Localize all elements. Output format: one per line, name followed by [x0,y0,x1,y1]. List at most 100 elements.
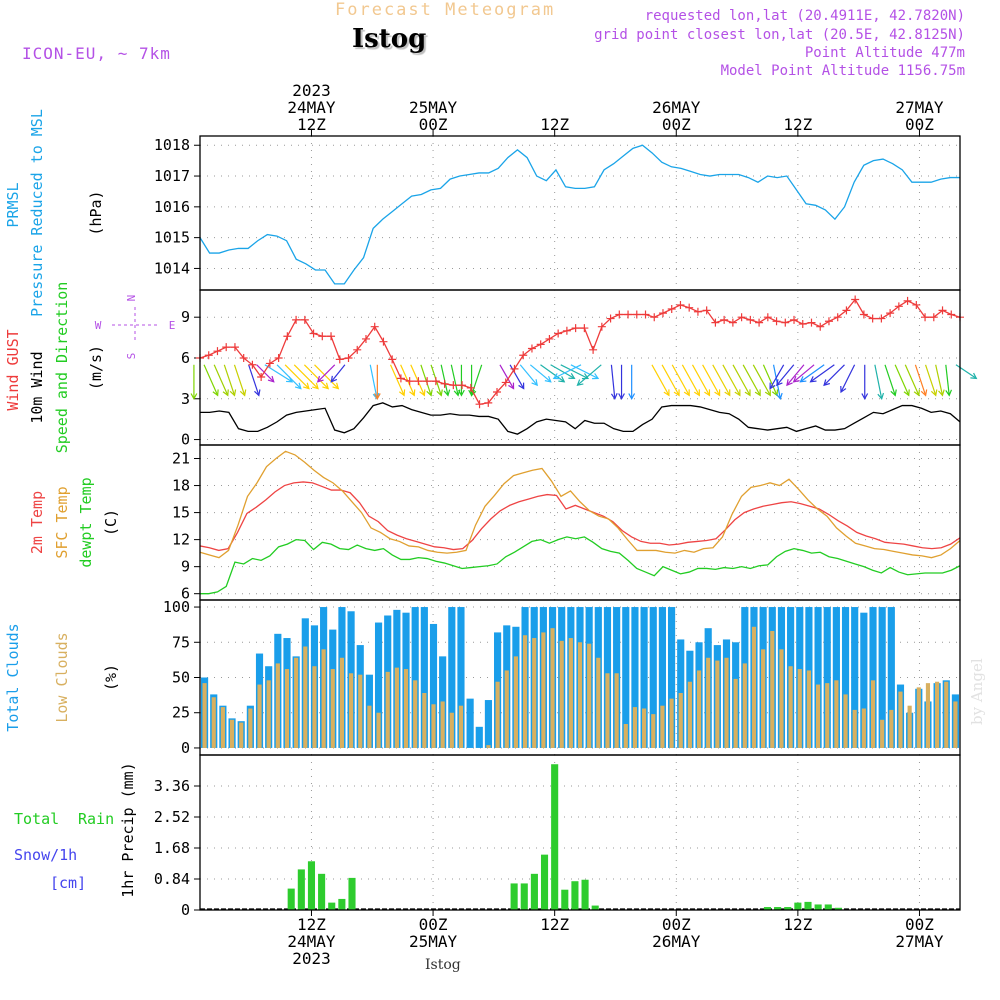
low-cloud-bar [642,708,647,748]
wind-arrow-head [877,392,885,401]
wind-direction-arrow [776,364,795,386]
wind-direction-arrow [840,364,856,393]
wind-arrow-head [239,389,247,397]
wind-arrow-head [913,389,920,397]
precip-axis-label: 1hr Precip (mm) [119,762,137,897]
wind-direction-arrow [303,364,329,390]
gust-marker [624,310,633,319]
wind-direction-arrow [450,364,459,396]
wind-direction-arrow [752,364,771,396]
gust-marker [807,318,816,327]
gust-marker [536,340,545,349]
wind-arrow-head [222,389,229,397]
wind-y-tick-label: 3 [181,390,190,408]
wind-arrow-head [945,389,953,397]
top-time-label: 00Z [905,115,934,134]
wind-direction-arrow [691,364,711,396]
low-cloud-bar [678,693,683,748]
gust-marker [746,315,755,324]
wind-direction-arrow [233,364,246,396]
bottom-time-label: 25MAY [409,932,458,951]
wind-arrow-head [419,389,426,397]
wind-arrow-head [332,382,340,390]
wind-direction-arrow [702,364,721,396]
wind-direction-arrow [722,364,741,396]
temperature-dewpt-temp-line [200,536,961,595]
low-cloud-bar [925,683,931,748]
gust-marker [257,373,266,382]
gust-marker [597,322,606,331]
gust-marker [239,353,248,362]
wind-arrow-head [938,389,945,397]
wind-direction-arrow [894,364,910,396]
gust-marker [658,309,667,318]
gust-marker [414,377,423,386]
low-cloud-bar [788,666,793,748]
precip-bar [794,902,802,910]
gust-marker [484,398,493,407]
low-cloud-bar [568,638,573,748]
gust-marker [431,377,440,386]
wind-arrow-head [714,389,721,397]
wind-10m-wind-line [200,402,961,435]
wind-arrow-head [576,379,584,386]
gust-marker [370,322,379,331]
low-cloud-bar [761,649,766,748]
low-cloud-bar [349,673,354,748]
low-cloud-bar [266,680,271,748]
total-cloud-bar [484,700,493,748]
wind-direction-arrow [800,364,825,383]
wind-direction-arrow [264,364,293,383]
top-time-label: 27MAY [895,98,944,117]
gust-marker [755,318,764,327]
precip-bar [540,854,549,910]
precip-legend-label: Rain [78,810,114,828]
gust-marker [204,351,213,360]
wind-direction-arrow [369,364,378,399]
low-cloud-bar [229,719,235,748]
clouds-y-tick-label: 25 [172,704,190,722]
low-cloud-bar [303,646,308,748]
wind-direction-arrow [793,364,815,383]
low-cloud-bar [532,638,537,748]
gust-marker [562,326,571,335]
total-cloud-bar [640,607,648,748]
precip-y-tick-label: 3.36 [154,777,190,795]
wind-direction-arrow [560,364,589,379]
wind-axis-label: 10m Wind [28,351,46,423]
temperature-y-tick-label: 12 [172,531,190,549]
pressure-y-tick-label: 1014 [154,259,190,277]
pressure-y-tick-label: 1015 [154,229,190,247]
wind-arrow-head [799,376,807,383]
low-cloud-bar [834,680,839,748]
wind-arrow-head [294,382,302,390]
wind-arrow-head [764,389,771,397]
bottom-time-label: 26MAY [652,932,701,951]
low-cloud-bar [495,681,500,748]
low-cloud-bar [696,670,702,748]
low-cloud-bar [953,701,958,748]
gust-marker [493,387,502,396]
wind-direction-arrow [945,364,950,396]
precip-frame [199,754,961,911]
wind-arrow-head [744,389,751,397]
top-time-label: 12Z [783,115,812,134]
temperature-axis-label: (C) [102,509,120,536]
precip-bar [784,907,792,910]
gust-marker [265,359,274,368]
wind-axis-label: Wind GUST [4,329,22,410]
wind-direction-arrow [874,364,883,399]
bottom-time-label: 27MAY [895,932,944,951]
top-time-label: 25MAY [409,98,458,117]
precip-legend-label: Snow/1h [14,846,77,864]
wind-arrow-head [693,389,700,397]
wind-arrow-head [316,375,324,383]
temperature-sfc-temp-line [199,450,961,559]
total-cloud-bar [411,607,419,748]
wind-arrow-head [628,393,636,401]
wind-arrow-head [610,393,618,401]
low-cloud-bar [275,663,280,748]
wind-direction-arrow [317,364,336,383]
temperature-y-tick-label: 15 [172,504,190,522]
